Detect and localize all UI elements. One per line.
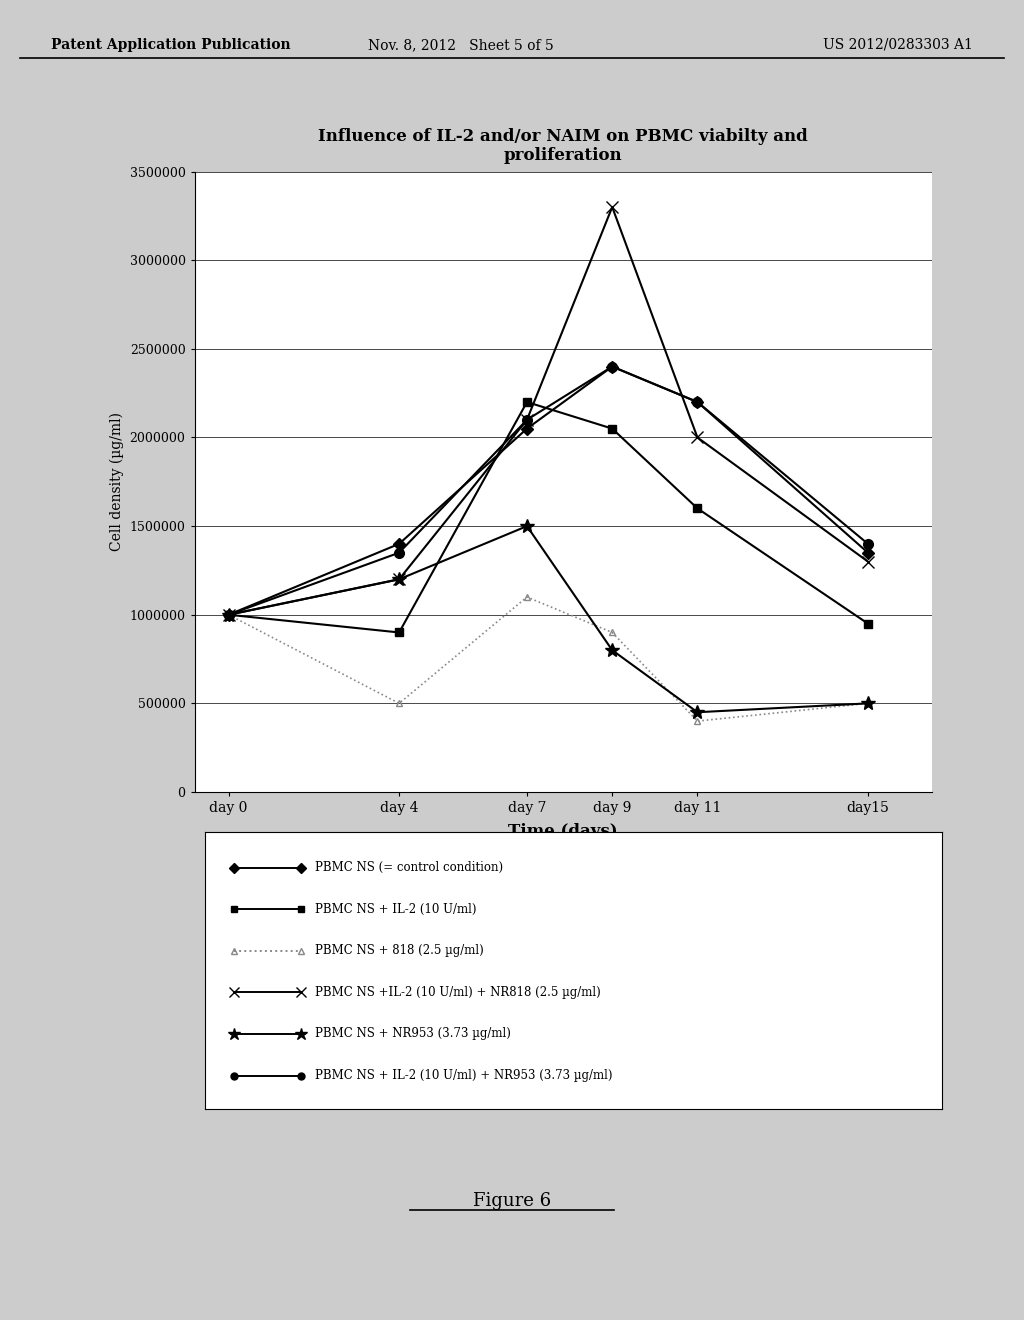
Text: PBMC NS +IL-2 (10 U/ml) + NR818 (2.5 µg/ml): PBMC NS +IL-2 (10 U/ml) + NR818 (2.5 µg/…	[315, 986, 601, 999]
Text: PBMC NS + 818 (2.5 µg/ml): PBMC NS + 818 (2.5 µg/ml)	[315, 944, 484, 957]
Text: Nov. 8, 2012   Sheet 5 of 5: Nov. 8, 2012 Sheet 5 of 5	[368, 38, 554, 51]
Text: US 2012/0283303 A1: US 2012/0283303 A1	[823, 38, 973, 51]
Text: Patent Application Publication: Patent Application Publication	[51, 38, 291, 51]
Text: Figure 6: Figure 6	[473, 1192, 551, 1210]
Text: PBMC NS + IL-2 (10 U/ml) + NR953 (3.73 µg/ml): PBMC NS + IL-2 (10 U/ml) + NR953 (3.73 µ…	[315, 1069, 613, 1082]
Text: PBMC NS (= control condition): PBMC NS (= control condition)	[315, 861, 504, 874]
Text: PBMC NS + IL-2 (10 U/ml): PBMC NS + IL-2 (10 U/ml)	[315, 903, 477, 916]
Title: Influence of IL-2 and/or NAIM on PBMC viabilty and
proliferation: Influence of IL-2 and/or NAIM on PBMC vi…	[318, 128, 808, 165]
X-axis label: Time (days): Time (days)	[508, 824, 618, 841]
Y-axis label: Cell density (µg/ml): Cell density (µg/ml)	[110, 412, 124, 552]
Text: PBMC NS + NR953 (3.73 µg/ml): PBMC NS + NR953 (3.73 µg/ml)	[315, 1027, 511, 1040]
